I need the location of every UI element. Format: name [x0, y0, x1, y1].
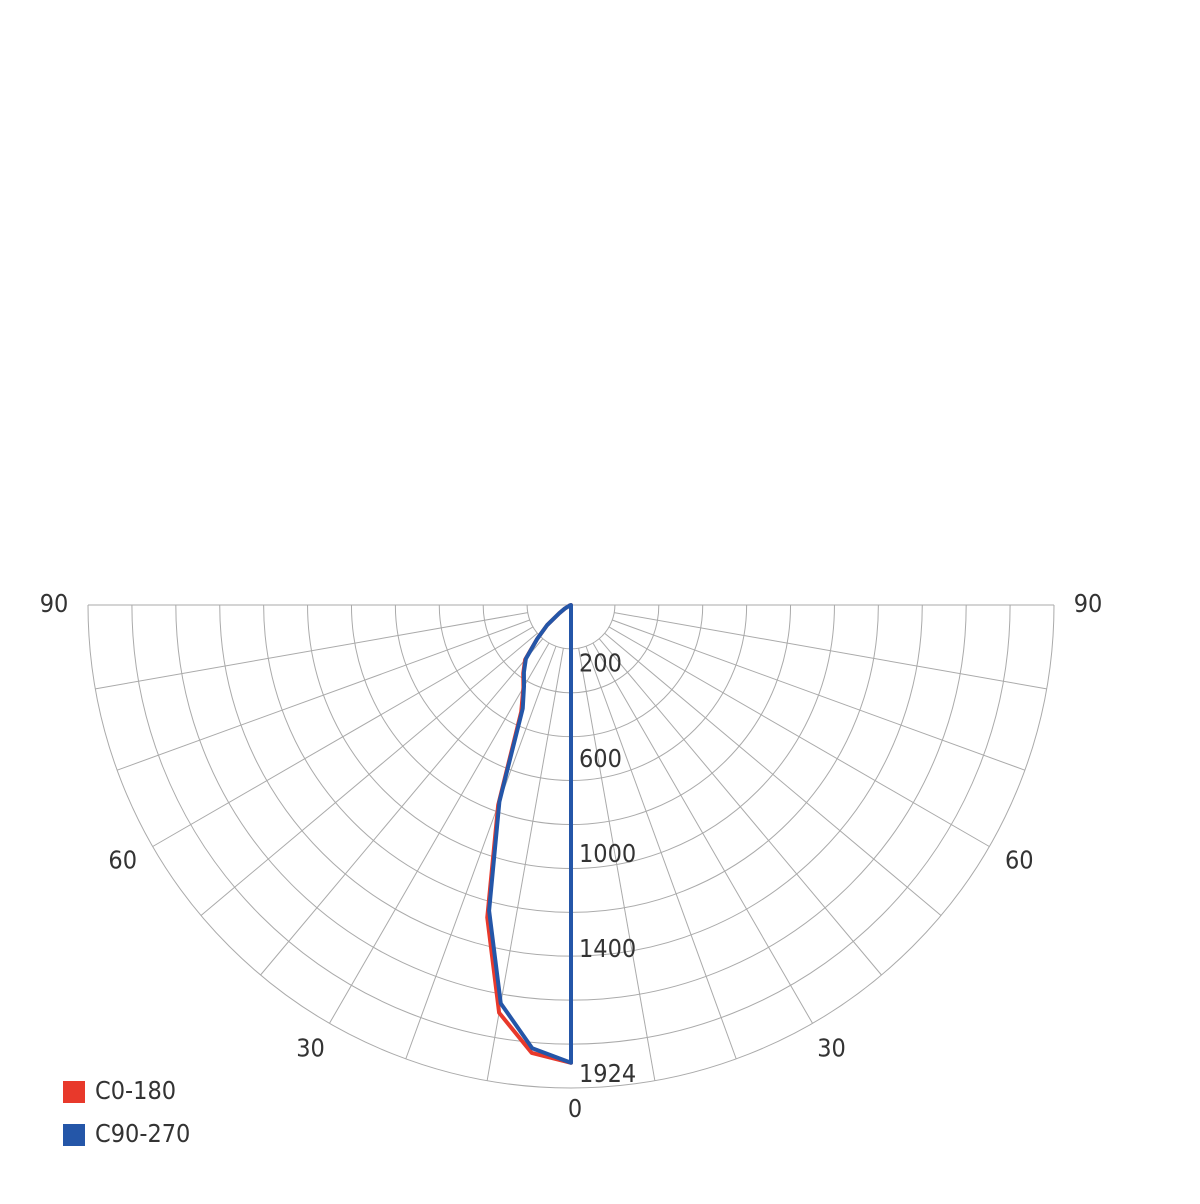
r-tick-label: 1400 [579, 934, 636, 963]
angle-label: 30 [817, 1033, 846, 1062]
angle-label: 60 [108, 846, 137, 875]
grid-spoke [612, 619, 1026, 771]
r-tick-label: 200 [579, 649, 622, 678]
legend-label: C90-270 [95, 1119, 190, 1148]
legend-swatch [63, 1124, 85, 1146]
r-tick-label: 1924 [579, 1059, 636, 1088]
grid-spoke [95, 612, 528, 690]
grid-spoke [608, 626, 990, 847]
legend-swatch [63, 1081, 85, 1103]
angle-label: 90 [40, 589, 69, 618]
r-tick-label: 600 [579, 744, 622, 773]
angle-label: 90 [1074, 589, 1103, 618]
angle-label: 0 [568, 1094, 582, 1123]
grid-spoke [598, 638, 882, 976]
angle-label: 30 [296, 1033, 325, 1062]
grid-spoke [260, 638, 544, 976]
curve [487, 603, 573, 1065]
grid-spoke [592, 642, 813, 1024]
grid-spoke [604, 632, 942, 916]
grid-spoke [200, 632, 538, 916]
grid-spoke [614, 612, 1047, 690]
r-tick-label: 1000 [579, 839, 636, 868]
grid-spoke [585, 646, 737, 1060]
legend-label: C0-180 [95, 1076, 176, 1105]
angle-label: 60 [1005, 846, 1034, 875]
grid-spoke [329, 642, 550, 1024]
grid-spoke [486, 648, 564, 1081]
grid-spoke [116, 619, 530, 771]
grid-spoke [152, 626, 534, 847]
grid-spoke [405, 646, 557, 1060]
grid-spoke [578, 648, 656, 1081]
grid-ring [87, 604, 1055, 1089]
